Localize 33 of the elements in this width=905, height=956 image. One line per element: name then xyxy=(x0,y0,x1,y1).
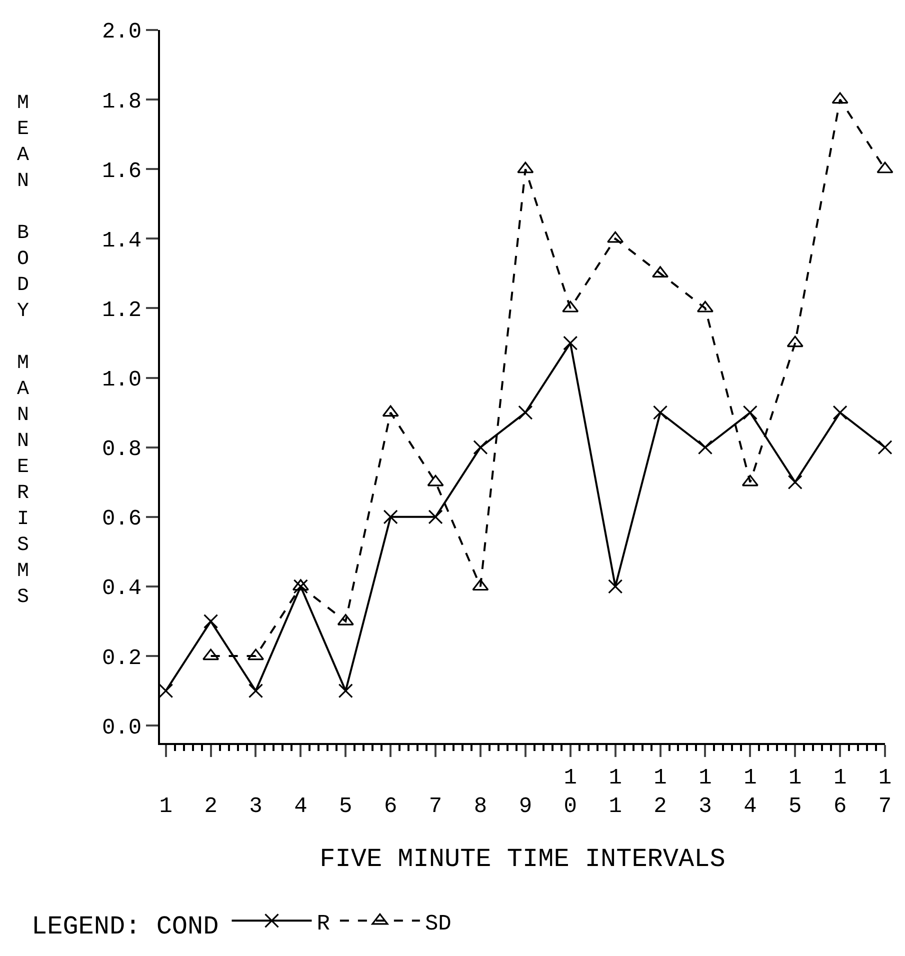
x-tick-label: 1 0 xyxy=(564,765,577,819)
text: MEAN BODY MANNERISMS xyxy=(17,92,30,609)
y-tick-label: 0.8 xyxy=(102,437,142,462)
x-tick-label: 4 xyxy=(294,794,308,819)
x-tick-label: 8 xyxy=(474,794,488,819)
x-tick-label: 1 5 xyxy=(788,765,802,819)
x-tick-label: 9 xyxy=(518,794,532,819)
x-tick-label: 5 xyxy=(339,794,352,819)
y-tick-label: 1.2 xyxy=(102,298,142,323)
legend-label: SD xyxy=(424,911,452,936)
y-tick-label: 1.6 xyxy=(102,158,142,184)
x-axis-title: FIVE MINUTE TIME INTERVALS xyxy=(320,844,726,874)
x-tick-label: 1 1 xyxy=(608,765,622,819)
x-tick-label: 1 3 xyxy=(698,765,712,819)
y-tick-label: 1.0 xyxy=(102,368,142,392)
x-tick-label: 3 xyxy=(249,794,262,819)
y-tick-label: 1.4 xyxy=(102,228,142,254)
x-tick-label: 1 6 xyxy=(833,765,847,819)
y-tick-label: 0.0 xyxy=(102,715,142,740)
y-tick-label: 1.8 xyxy=(102,89,142,114)
x-tick-label: 6 xyxy=(384,794,398,819)
x-tick-label: 7 xyxy=(428,794,442,819)
legend-title: LEGEND: COND xyxy=(32,912,219,942)
x-tick-label: 1 xyxy=(159,794,172,819)
x-tick-label: 1 2 xyxy=(654,765,667,819)
y-tick-label: 0.4 xyxy=(102,576,142,602)
x-tick-label: 1 4 xyxy=(744,765,757,819)
y-tick-label: 0.2 xyxy=(102,646,142,671)
x-tick-label: 1 7 xyxy=(878,765,892,819)
legend-label: R xyxy=(316,911,330,936)
y-tick-label: 0.6 xyxy=(102,506,142,532)
x-tick-label: 2 xyxy=(204,794,218,819)
y-tick-label: 2.0 xyxy=(102,20,142,45)
